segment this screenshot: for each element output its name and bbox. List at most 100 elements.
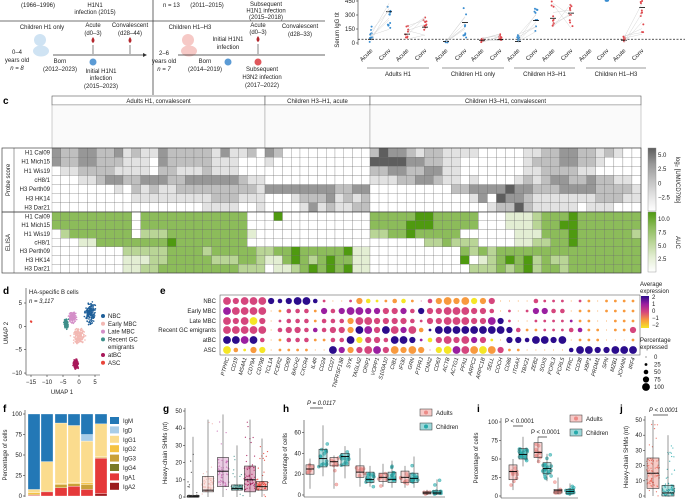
- heatmap-cell: [622, 202, 633, 213]
- expression-dot: [355, 317, 364, 325]
- heatmap-cell: [211, 184, 221, 194]
- y-tick-label: 5: [19, 301, 23, 307]
- heatmap-cell: [256, 211, 266, 221]
- expression-dot: [500, 300, 502, 302]
- panel-label-h: h: [283, 404, 289, 415]
- heatmap-cell: [343, 220, 353, 230]
- expression-dot: [552, 328, 555, 332]
- heatmap-cell: [469, 220, 479, 230]
- heatmap-cell: [631, 238, 642, 247]
- heatmap-cell: [140, 246, 150, 256]
- heatmap-cell: [352, 157, 362, 167]
- expression-dot: [294, 326, 301, 334]
- cell-point: [83, 315, 86, 318]
- expression-dot: [453, 297, 460, 305]
- heatmap-cell: [308, 202, 318, 213]
- gene-label: CRIP1: [362, 357, 372, 374]
- expression-dot: [500, 310, 502, 312]
- heatmap-cell: [505, 229, 515, 239]
- box: [340, 453, 350, 467]
- y-tick-label: 50: [15, 453, 22, 459]
- heatmap-cell: [122, 202, 132, 213]
- heatmap-cell: [424, 229, 434, 239]
- data-point: [640, 9, 643, 12]
- expression-dot: [233, 347, 239, 353]
- expression-dot: [408, 346, 417, 354]
- heatmap-cell: [96, 147, 106, 158]
- heatmap-cell: [140, 264, 150, 274]
- heatmap-cell: [176, 147, 186, 158]
- heatmap-cell: [451, 211, 461, 221]
- cell-point: [91, 301, 94, 303]
- expression-dot: [490, 338, 494, 342]
- heatmap-cell: [273, 264, 283, 274]
- heatmap-cell: [622, 264, 633, 274]
- heatmap-cell: [273, 193, 283, 203]
- heatmap-cell: [613, 246, 624, 256]
- data-point: [669, 451, 671, 453]
- data-point: [657, 464, 659, 466]
- expression-dot: [268, 297, 275, 305]
- heatmap-cell: [469, 184, 479, 194]
- heatmap-cell: [256, 184, 266, 194]
- row-label: H3 HK14: [26, 258, 51, 264]
- row-label: H3 Dar21: [24, 205, 50, 211]
- data-point: [655, 437, 657, 439]
- heatmap-cell: [229, 238, 239, 247]
- heatmap-cell: [211, 220, 221, 230]
- y-axis-label: Serum IgG tit: [335, 12, 341, 48]
- heatmap-cell: [424, 166, 434, 176]
- heatmap-cell: [87, 157, 97, 167]
- expression-dot: [435, 346, 442, 354]
- heatmap-cell: [387, 147, 398, 158]
- data-point: [664, 486, 666, 488]
- row-label: ASC: [204, 348, 217, 354]
- expression-dot: [435, 297, 442, 305]
- heatmap-cell: [487, 166, 497, 176]
- heatmap-cell: [631, 202, 642, 213]
- data-point: [263, 487, 265, 489]
- heatmap-cell: [415, 202, 425, 213]
- data-point: [248, 466, 250, 468]
- heatmap-cell: [273, 229, 283, 239]
- heatmap-cell: [176, 229, 186, 239]
- heatmap-cell: [247, 193, 257, 203]
- heatmap-cell: [149, 255, 159, 265]
- gene-label: MZB1: [610, 357, 620, 373]
- heatmap-cell: [69, 157, 79, 167]
- data-point: [640, 12, 643, 15]
- panel-label-j: j: [619, 404, 623, 415]
- heatmap-cell: [568, 202, 578, 213]
- expression-dot: [543, 319, 547, 323]
- heatmap-cell: [256, 246, 266, 256]
- expression-dot: [286, 337, 292, 343]
- heatmap-cell: [387, 264, 398, 274]
- heatmap-cell: [514, 166, 524, 176]
- heatmap-cell: [496, 255, 506, 265]
- heatmap-cell: [541, 175, 551, 185]
- infection-years: (2017–2022): [245, 83, 279, 89]
- heatmap-cell: [460, 246, 470, 256]
- heatmap-cell: [613, 157, 624, 167]
- data-point: [672, 488, 674, 490]
- expression-dot: [443, 307, 452, 315]
- heatmap-cell: [433, 211, 443, 221]
- heatmap-cell: [595, 255, 605, 265]
- y-axis-label: UMAP 2: [4, 321, 10, 344]
- heatmap-cell: [167, 184, 177, 194]
- heatmap-cell: [167, 147, 177, 158]
- heatmap-cell: [361, 202, 371, 213]
- heatmap-cell: [299, 166, 309, 176]
- heatmap-cell: [523, 202, 533, 213]
- heatmap-cell: [514, 193, 524, 203]
- cell-point: [69, 316, 72, 319]
- heatmap-cell: [185, 147, 195, 158]
- heatmap-cell: [60, 211, 70, 221]
- heatmap-cell: [326, 255, 336, 265]
- heatmap-cell: [202, 264, 212, 274]
- size-legend-label: 25: [654, 363, 661, 369]
- heatmap-cell: [87, 238, 97, 247]
- heatmap-cell: [604, 238, 615, 247]
- legend-label: IgA2: [123, 485, 136, 491]
- heatmap-cell: [352, 166, 362, 176]
